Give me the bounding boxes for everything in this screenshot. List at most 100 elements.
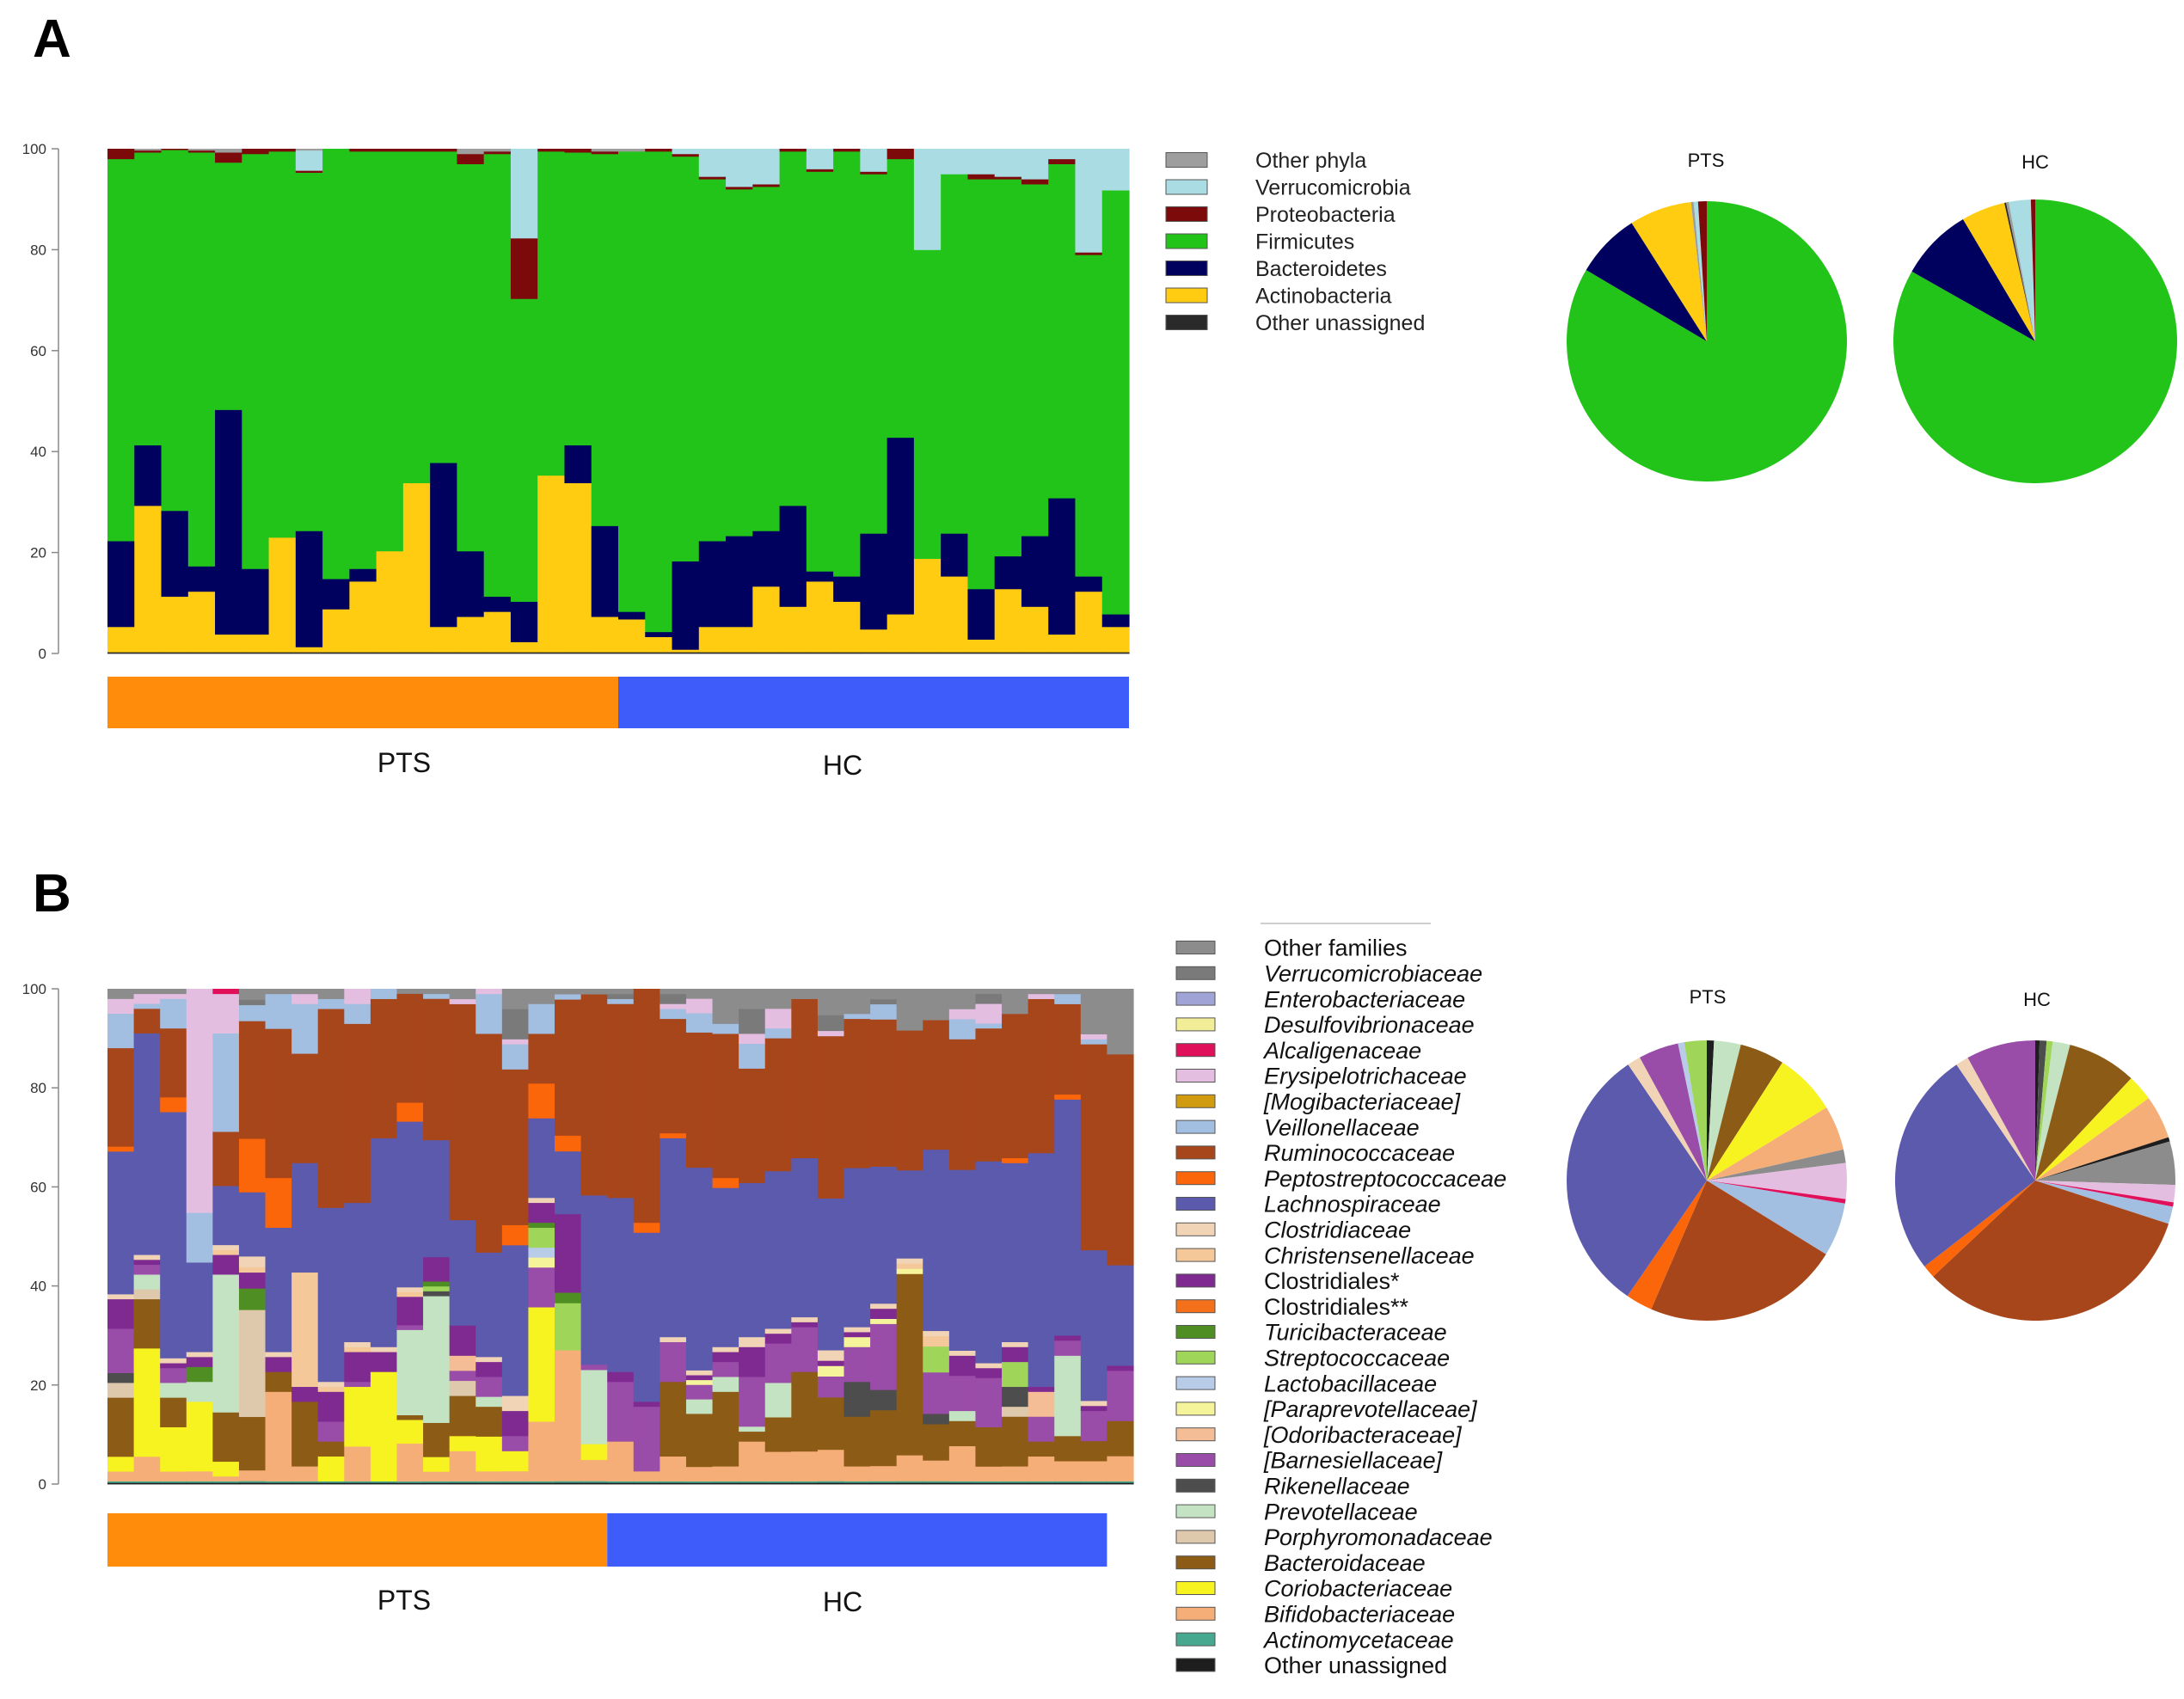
sample-bar-23 [685, 989, 714, 1485]
bar-segment-bacteroidaceae [659, 1381, 687, 1457]
panel-b-pie-pts [1566, 1040, 1848, 1321]
bar-segment-prevotellaceae [739, 1426, 766, 1432]
y-tick-label: 40 [30, 444, 46, 460]
bar-segment-other-families [870, 989, 898, 1000]
pie-slice-peptostreptococcaceae [1627, 1181, 1707, 1310]
pie-slice-clostridiaceae [1628, 1057, 1707, 1181]
bar-segment-clostridiaceae [1080, 1401, 1108, 1407]
sample-bar-2 [134, 149, 163, 654]
legend-item-clostridiales: Clostridiales** [1175, 1294, 1409, 1320]
sample-bar-11 [376, 149, 404, 654]
legend-label: Coriobacteriaceae [1264, 1576, 1452, 1602]
bar-segment-other-unassigned [913, 652, 942, 654]
bar-segment-other-unassigned [975, 1482, 1003, 1485]
bar-segment-odoribacteraceae [1028, 1391, 1055, 1417]
bar-segment-actinomycetaceae [580, 1481, 608, 1483]
bar-segment-proteobacteria [215, 152, 242, 163]
bar-segment-clostridiales [685, 1375, 714, 1381]
bar-segment-paraprevotellaceae [685, 1379, 714, 1385]
bar-segment-streptococcaceae [423, 1285, 451, 1291]
bar-segment-peptostreptococcaceae [396, 1102, 424, 1122]
bar-segment-actinomycetaceae [1107, 1481, 1134, 1483]
bar-segment-firmicutes [994, 179, 1022, 557]
bar-segment-barnesiellaceae [396, 1324, 424, 1330]
bar-segment-other-unassigned [886, 652, 915, 654]
bar-segment-bacteroidaceae [396, 1414, 424, 1420]
bar-segment-proteobacteria [645, 149, 673, 152]
bar-segment-actinobacteria [1075, 591, 1103, 653]
bar-segment-other-families [1054, 989, 1082, 995]
bar-segment-firmicutes [591, 153, 619, 526]
bar-segment-firmicutes [322, 149, 350, 580]
bar-segment-bifidobacteriaceae [133, 1456, 161, 1481]
bar-segment-other-unassigned [591, 652, 619, 654]
bar-segment-other-unassigned [242, 652, 270, 654]
bar-segment-bacteroidaceae [423, 1422, 451, 1457]
bar-segment-actinobacteria [376, 550, 404, 653]
bar-segment-prevotellaceae [186, 1381, 213, 1402]
bar-segment-bifidobacteriaceae [107, 1471, 135, 1481]
bar-segment-verrucomicrobia [1075, 149, 1103, 253]
bar-segment-other-unassigned [779, 652, 807, 654]
bar-segment-verrucomicrobia [1021, 149, 1049, 180]
bar-segment-clostridiales [317, 1391, 345, 1422]
bar-segment-clostridiales [764, 1333, 792, 1344]
bar-segment-erysipelotrichaceae [107, 998, 135, 1015]
bar-segment-other-unassigned [860, 652, 888, 654]
legend-label: Bacteroidaceae [1264, 1550, 1426, 1576]
legend-label: Streptococcaceae [1264, 1346, 1450, 1371]
bar-segment-other-families [817, 989, 845, 1015]
legend-item-erysipelotrichaceae: Erysipelotrichaceae [1175, 1064, 1467, 1089]
bar-segment-bacteroidetes [187, 566, 216, 592]
bar-segment-actinomycetaceae [501, 1481, 530, 1483]
bar-segment-proteobacteria [994, 176, 1022, 180]
bar-segment-veillonellaceae [685, 1013, 714, 1033]
bar-segment-actinomycetaceae [844, 1481, 871, 1483]
bar-segment-clostridiales [817, 1360, 845, 1366]
bar-segment-bacteroidetes [295, 531, 323, 647]
bar-segment-clostridiales [291, 1386, 319, 1402]
bar-segment-lachnospiraceae [896, 1169, 923, 1259]
bar-segment-bifidobacteriaceae [712, 1466, 739, 1481]
bar-segment-erysipelotrichaceae [212, 993, 240, 1034]
bar-segment-lachnospiraceae [501, 1244, 530, 1396]
bar-segment-bacteroidetes [941, 533, 969, 577]
bar-segment-clostridiales [1080, 1405, 1108, 1412]
bar-segment-barnesiellaceae [317, 1421, 345, 1442]
bar-segment-barnesiellaceae [870, 1323, 898, 1390]
bar-segment-barnesiellaceae [580, 1364, 608, 1371]
bar-segment-barnesiellaceae [659, 1341, 687, 1383]
bar-segment-other-families [896, 989, 923, 1031]
bar-segment-erysipelotrichaceae [739, 1034, 766, 1045]
sample-bar-15 [475, 989, 503, 1485]
bar-segment-clostridiaceae [844, 1327, 871, 1333]
legend-swatch [1175, 1350, 1216, 1365]
bar-segment-bacteroidetes [322, 579, 350, 610]
bar-segment-firmicutes [376, 150, 404, 552]
bar-segment-bacteroidaceae [238, 1416, 267, 1471]
sample-bar-38 [1101, 149, 1130, 654]
sample-bar-31 [913, 149, 942, 654]
bar-segment-veillonellaceae [475, 993, 503, 1034]
bar-segment-ruminococcaceae [344, 1023, 371, 1204]
bar-segment-actinomycetaceae [423, 1481, 451, 1483]
bar-segment-other-unassigned [349, 652, 377, 654]
pie-slice-bacteroidetes [1586, 223, 1707, 341]
bar-segment-coriobacteriaceae [449, 1435, 476, 1451]
bar-segment-erysipelotrichaceae [133, 993, 161, 1004]
bar-segment-actinomycetaceae [607, 1481, 635, 1483]
bar-segment-actinomycetaceae [475, 1481, 503, 1483]
panel-a-pie-title-pts: PTS [1688, 150, 1725, 171]
sample-bar-22 [659, 989, 687, 1485]
bar-segment-paraprevotellaceae [528, 1257, 555, 1268]
bar-segment-clostridiaceae [948, 1350, 977, 1356]
bar-segment-veillonellaceae [344, 1003, 371, 1024]
sample-bar-16 [510, 149, 538, 654]
pie-slice-barnesiellaceae [1967, 1040, 2035, 1181]
legend-item-clostridiales: Clostridiales* [1175, 1268, 1400, 1294]
legend-item-streptococcaceae: Streptococcaceae [1175, 1346, 1450, 1371]
sample-bar-23 [698, 149, 727, 654]
bar-segment-other-families [712, 989, 739, 1024]
bar-segment-other-unassigned [344, 1482, 371, 1485]
bar-segment-ruminococcaceae [633, 989, 660, 1224]
